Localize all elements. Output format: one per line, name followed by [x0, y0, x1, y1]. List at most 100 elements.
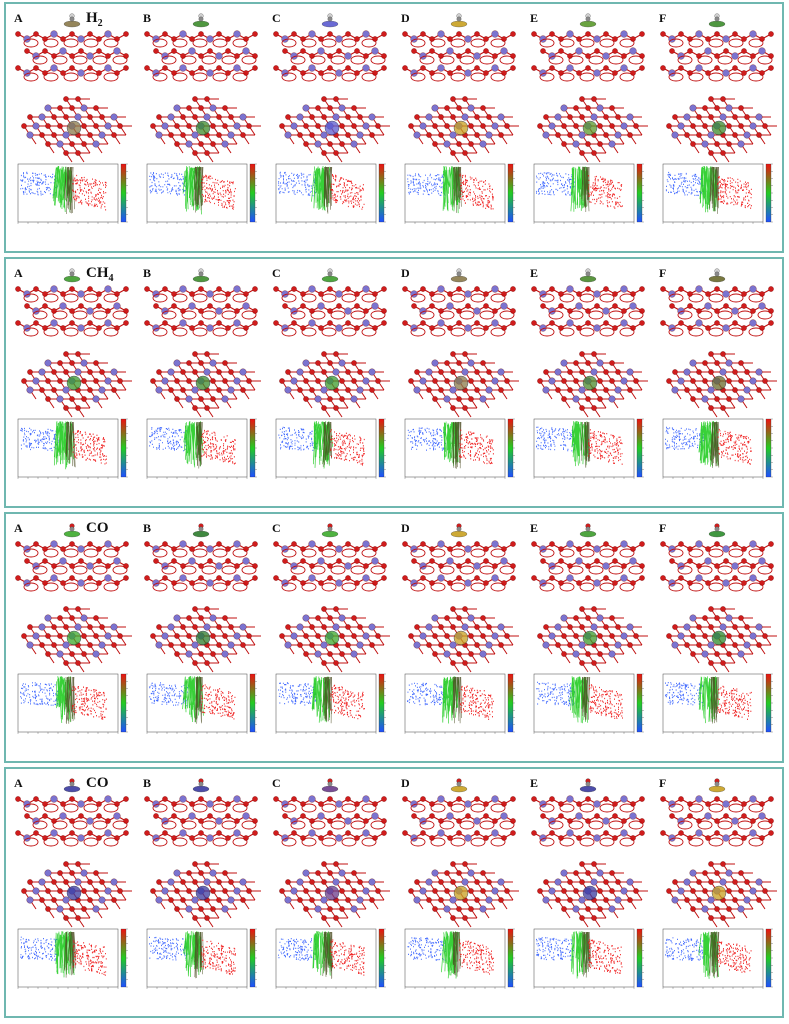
- molecule-subscript: 4: [109, 273, 114, 284]
- subpanel-c: C: [272, 266, 390, 479]
- side-view-structure: [273, 795, 387, 847]
- subpanel-label: E: [530, 11, 538, 25]
- subpanel-c: C: [272, 521, 390, 734]
- panel-graphic: A CH4 B C D E F: [14, 265, 777, 479]
- side-view-structure: [531, 285, 645, 337]
- subpanel-e: E: [530, 11, 648, 224]
- rdg-scatter-plot: [146, 418, 257, 479]
- molecule-label: H2: [86, 10, 103, 29]
- rdg-scatter-plot: [662, 163, 773, 224]
- top-view-structure: [21, 861, 132, 928]
- subpanel-a: A H2: [14, 10, 132, 224]
- subpanel-f: F: [659, 11, 777, 224]
- top-view-structure: [408, 351, 519, 418]
- figure-panel-1: A H2 B C D E F: [4, 2, 784, 253]
- subpanel-label: F: [659, 11, 666, 25]
- side-view-structure: [273, 285, 387, 337]
- subpanel-b: B: [143, 776, 261, 989]
- subpanel-e: E: [530, 266, 648, 479]
- subpanel-label: A: [14, 521, 23, 535]
- molecule-subscript: 2: [98, 18, 103, 29]
- rdg-scatter-plot: [404, 418, 515, 479]
- rdg-scatter-plot: [275, 163, 386, 224]
- side-view-structure: [144, 540, 258, 592]
- subpanel-label: B: [143, 266, 151, 280]
- subpanel-label: A: [14, 776, 23, 790]
- subpanel-label: B: [143, 11, 151, 25]
- subpanel-label: F: [659, 521, 666, 535]
- subpanel-label: C: [272, 776, 281, 790]
- top-view-structure: [537, 861, 648, 928]
- subpanel-a: A CH4: [14, 265, 132, 479]
- subpanel-f: F: [659, 266, 777, 479]
- side-view-structure: [660, 540, 774, 592]
- subpanel-f: F: [659, 521, 777, 734]
- rdg-scatter-plot: [533, 418, 644, 479]
- rdg-scatter-plot: [17, 673, 128, 734]
- subpanel-b: B: [143, 521, 261, 734]
- top-view-structure: [408, 96, 519, 163]
- subpanel-label: D: [401, 11, 410, 25]
- panel-graphic: A CO B C D E F: [14, 520, 777, 734]
- subpanel-label: A: [14, 266, 23, 280]
- top-view-structure: [21, 606, 132, 673]
- rdg-scatter-plot: [404, 928, 515, 989]
- subpanel-d: D: [401, 11, 519, 224]
- side-view-structure: [402, 285, 516, 337]
- subpanel-b: B: [143, 11, 261, 224]
- subpanel-c: C: [272, 776, 390, 989]
- rdg-scatter-plot: [275, 928, 386, 989]
- top-view-structure: [537, 606, 648, 673]
- top-view-structure: [666, 606, 777, 673]
- subpanel-label: C: [272, 521, 281, 535]
- side-view-structure: [273, 30, 387, 82]
- subpanel-label: D: [401, 521, 410, 535]
- top-view-structure: [150, 351, 261, 418]
- molecule-formula: CH: [86, 265, 109, 281]
- rdg-scatter-plot: [662, 928, 773, 989]
- rdg-scatter-plot: [17, 928, 128, 989]
- subpanel-label: E: [530, 266, 538, 280]
- figure-panel-2: A CH4 B C D E F: [4, 257, 784, 508]
- side-view-structure: [15, 540, 129, 592]
- rdg-scatter-plot: [533, 163, 644, 224]
- top-view-structure: [408, 606, 519, 673]
- side-view-structure: [660, 30, 774, 82]
- side-view-structure: [402, 540, 516, 592]
- subpanel-label: D: [401, 266, 410, 280]
- side-view-structure: [402, 795, 516, 847]
- rdg-scatter-plot: [146, 673, 257, 734]
- molecule-formula: H: [86, 10, 98, 26]
- subpanel-e: E: [530, 521, 648, 734]
- side-view-structure: [531, 540, 645, 592]
- top-view-structure: [21, 351, 132, 418]
- rdg-scatter-plot: [404, 673, 515, 734]
- rdg-scatter-plot: [17, 163, 128, 224]
- molecule-label: CO: [86, 775, 109, 791]
- molecule-label: CH4: [86, 265, 114, 284]
- top-view-structure: [279, 606, 390, 673]
- rdg-scatter-plot: [146, 928, 257, 989]
- subpanel-a: A CO: [14, 520, 132, 734]
- rdg-scatter-plot: [533, 928, 644, 989]
- subpanel-label: D: [401, 776, 410, 790]
- subpanel-b: B: [143, 266, 261, 479]
- top-view-structure: [279, 861, 390, 928]
- side-view-structure: [273, 540, 387, 592]
- rdg-scatter-plot: [275, 418, 386, 479]
- subpanel-a: A CO: [14, 775, 132, 989]
- subpanel-label: F: [659, 266, 666, 280]
- top-view-structure: [408, 861, 519, 928]
- subpanel-label: B: [143, 776, 151, 790]
- subpanel-label: E: [530, 521, 538, 535]
- panel-graphic: A CO B C D E F: [14, 775, 777, 989]
- top-view-structure: [666, 351, 777, 418]
- top-view-structure: [150, 96, 261, 163]
- side-view-structure: [15, 30, 129, 82]
- figure-panel-4: A CO B C D E F: [4, 767, 784, 1018]
- molecule-formula: CO: [86, 520, 109, 536]
- top-view-structure: [21, 96, 132, 163]
- subpanel-label: F: [659, 776, 666, 790]
- subpanel-d: D: [401, 776, 519, 989]
- subpanel-label: A: [14, 11, 23, 25]
